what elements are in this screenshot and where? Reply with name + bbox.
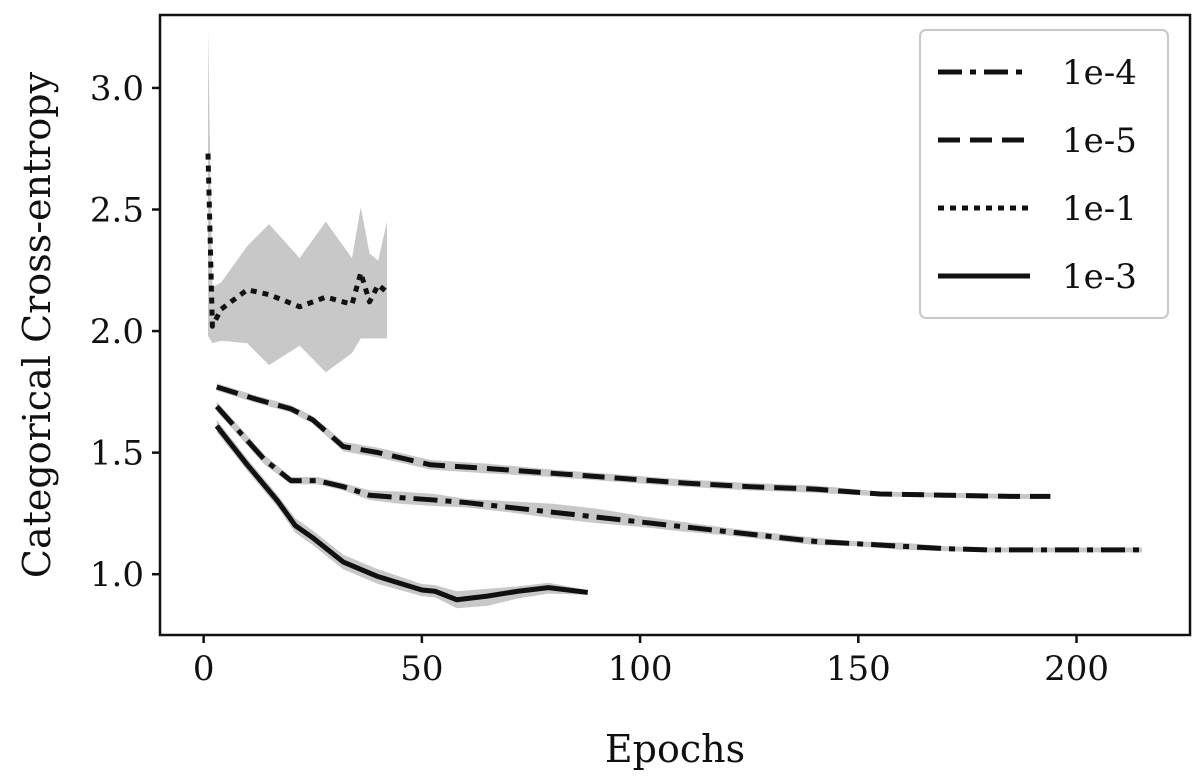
y-tick-label: 3.0 (90, 69, 144, 109)
x-axis-label: Epochs (605, 727, 745, 771)
band-1e-4 (216, 401, 1142, 553)
series-line-1e-1 (205, 153, 389, 329)
plot-frame (158, 13, 1192, 637)
legend-label-1e-5: 1e-5 (1062, 121, 1137, 161)
band-1e-1 (208, 29, 387, 373)
y-tick-label: 1.5 (90, 434, 144, 474)
y-tick-label: 1.0 (90, 555, 144, 595)
x-tick-label: 100 (608, 649, 673, 689)
y-axis-label: Categorical Cross-entropy (15, 71, 59, 578)
legend: 1e-4 1e-5 1e-1 1e-3 (919, 29, 1169, 319)
legend-label-1e-1: 1e-1 (1062, 189, 1137, 229)
x-axis-ticks: 0 50 100 150 200 (193, 635, 1109, 689)
series-line-1e-3 (214, 424, 589, 603)
legend-label-1e-3: 1e-3 (1062, 257, 1137, 297)
band-1e-5 (216, 383, 1051, 499)
y-axis-ticks: 1.0 1.5 2.0 2.5 3.0 (90, 69, 160, 595)
series-lines (205, 153, 1142, 603)
series-line-1e-5 (215, 384, 1051, 499)
series-line-1e-4 (214, 404, 1142, 553)
x-tick-label: 200 (1044, 649, 1109, 689)
y-tick-label: 2.0 (90, 312, 144, 352)
x-tick-label: 150 (826, 649, 891, 689)
x-tick-label: 0 (193, 649, 215, 689)
y-tick-label: 2.5 (90, 191, 144, 231)
legend-label-1e-4: 1e-4 (1062, 53, 1137, 93)
legend-box (919, 29, 1169, 319)
x-tick-label: 50 (400, 649, 443, 689)
